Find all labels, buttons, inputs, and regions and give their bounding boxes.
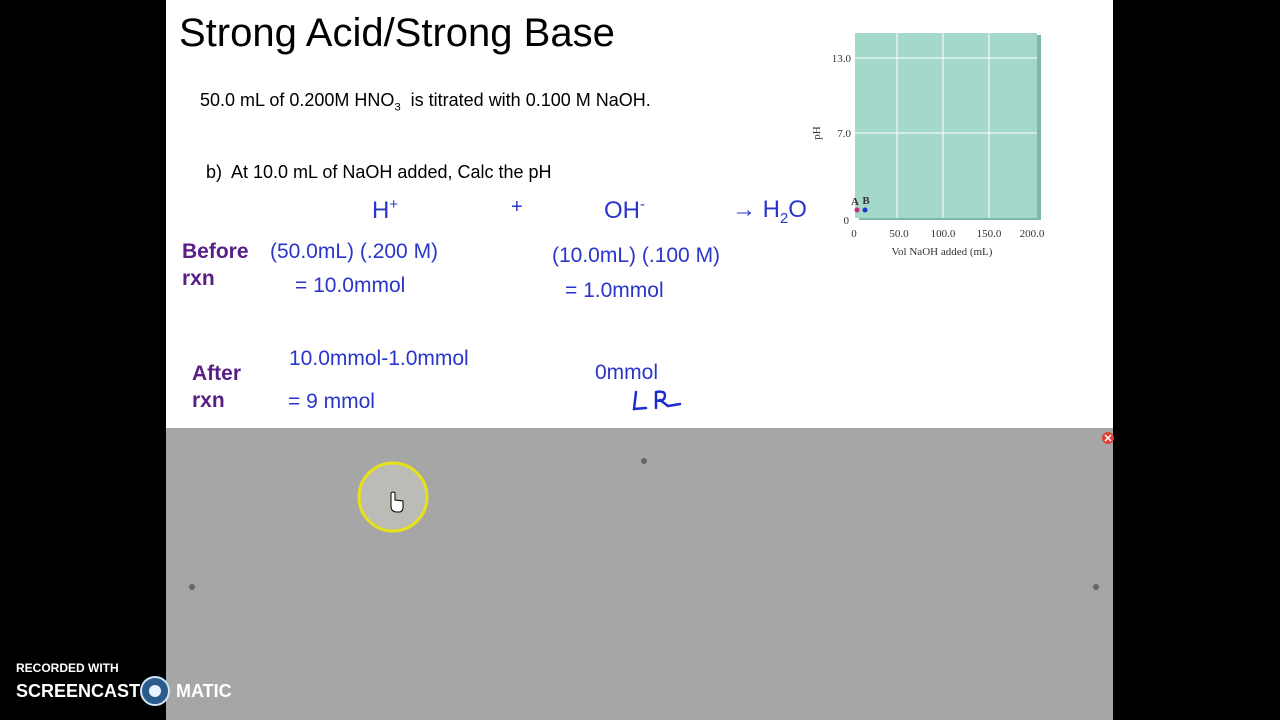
charge: -: [640, 197, 645, 213]
calculation-result: 0mmol: [595, 361, 659, 384]
question: b) At 10.0 mL of NaOH added, Calc the pH: [206, 162, 552, 182]
calculation: (50.0mL) (.200 M): [270, 240, 439, 263]
subscript: 2: [780, 210, 789, 227]
calculation: 10.0mmol-1.0mmol: [289, 347, 469, 370]
product: → H2O: [732, 198, 807, 227]
reactant: OH-: [604, 198, 645, 223]
watermark-brand: MATIC: [176, 681, 232, 701]
text: O: [788, 196, 807, 223]
logo-center: [149, 685, 161, 697]
logo: [140, 676, 170, 706]
whiteboard-area: [166, 428, 1113, 720]
calculation: (10.0mL) (.100 M): [552, 244, 721, 267]
subscript: 3: [394, 101, 401, 114]
text: → H: [732, 196, 780, 223]
row-label: Before: [182, 240, 249, 263]
slide-title: Strong Acid/Strong Base: [179, 11, 615, 55]
text: 50.0 mL of 0.200M HNO: [200, 90, 395, 110]
charge: +: [389, 197, 399, 213]
calculation-result: = 9 mmol: [288, 390, 375, 413]
row-label: After: [192, 362, 242, 385]
handwritten-annotation: LR: [700, 388, 701, 389]
calculation-result: = 10.0mmol: [295, 274, 406, 297]
problem-statement: 50.0 mL of 0.200M HNO3 is titrated with …: [200, 91, 651, 114]
plus-sign: +: [511, 196, 523, 218]
text: is titrated with 0.100 M NaOH.: [400, 90, 651, 110]
reactant: H+: [372, 198, 398, 223]
watermark-caption: RECORDED WITH: [16, 661, 119, 675]
row-label: rxn: [192, 389, 225, 412]
text: OH: [604, 197, 640, 224]
row-label: rxn: [182, 267, 215, 290]
calculation-result: = 1.0mmol: [565, 279, 664, 302]
watermark-brand: SCREENCAST: [16, 681, 141, 701]
text: H: [372, 197, 390, 224]
